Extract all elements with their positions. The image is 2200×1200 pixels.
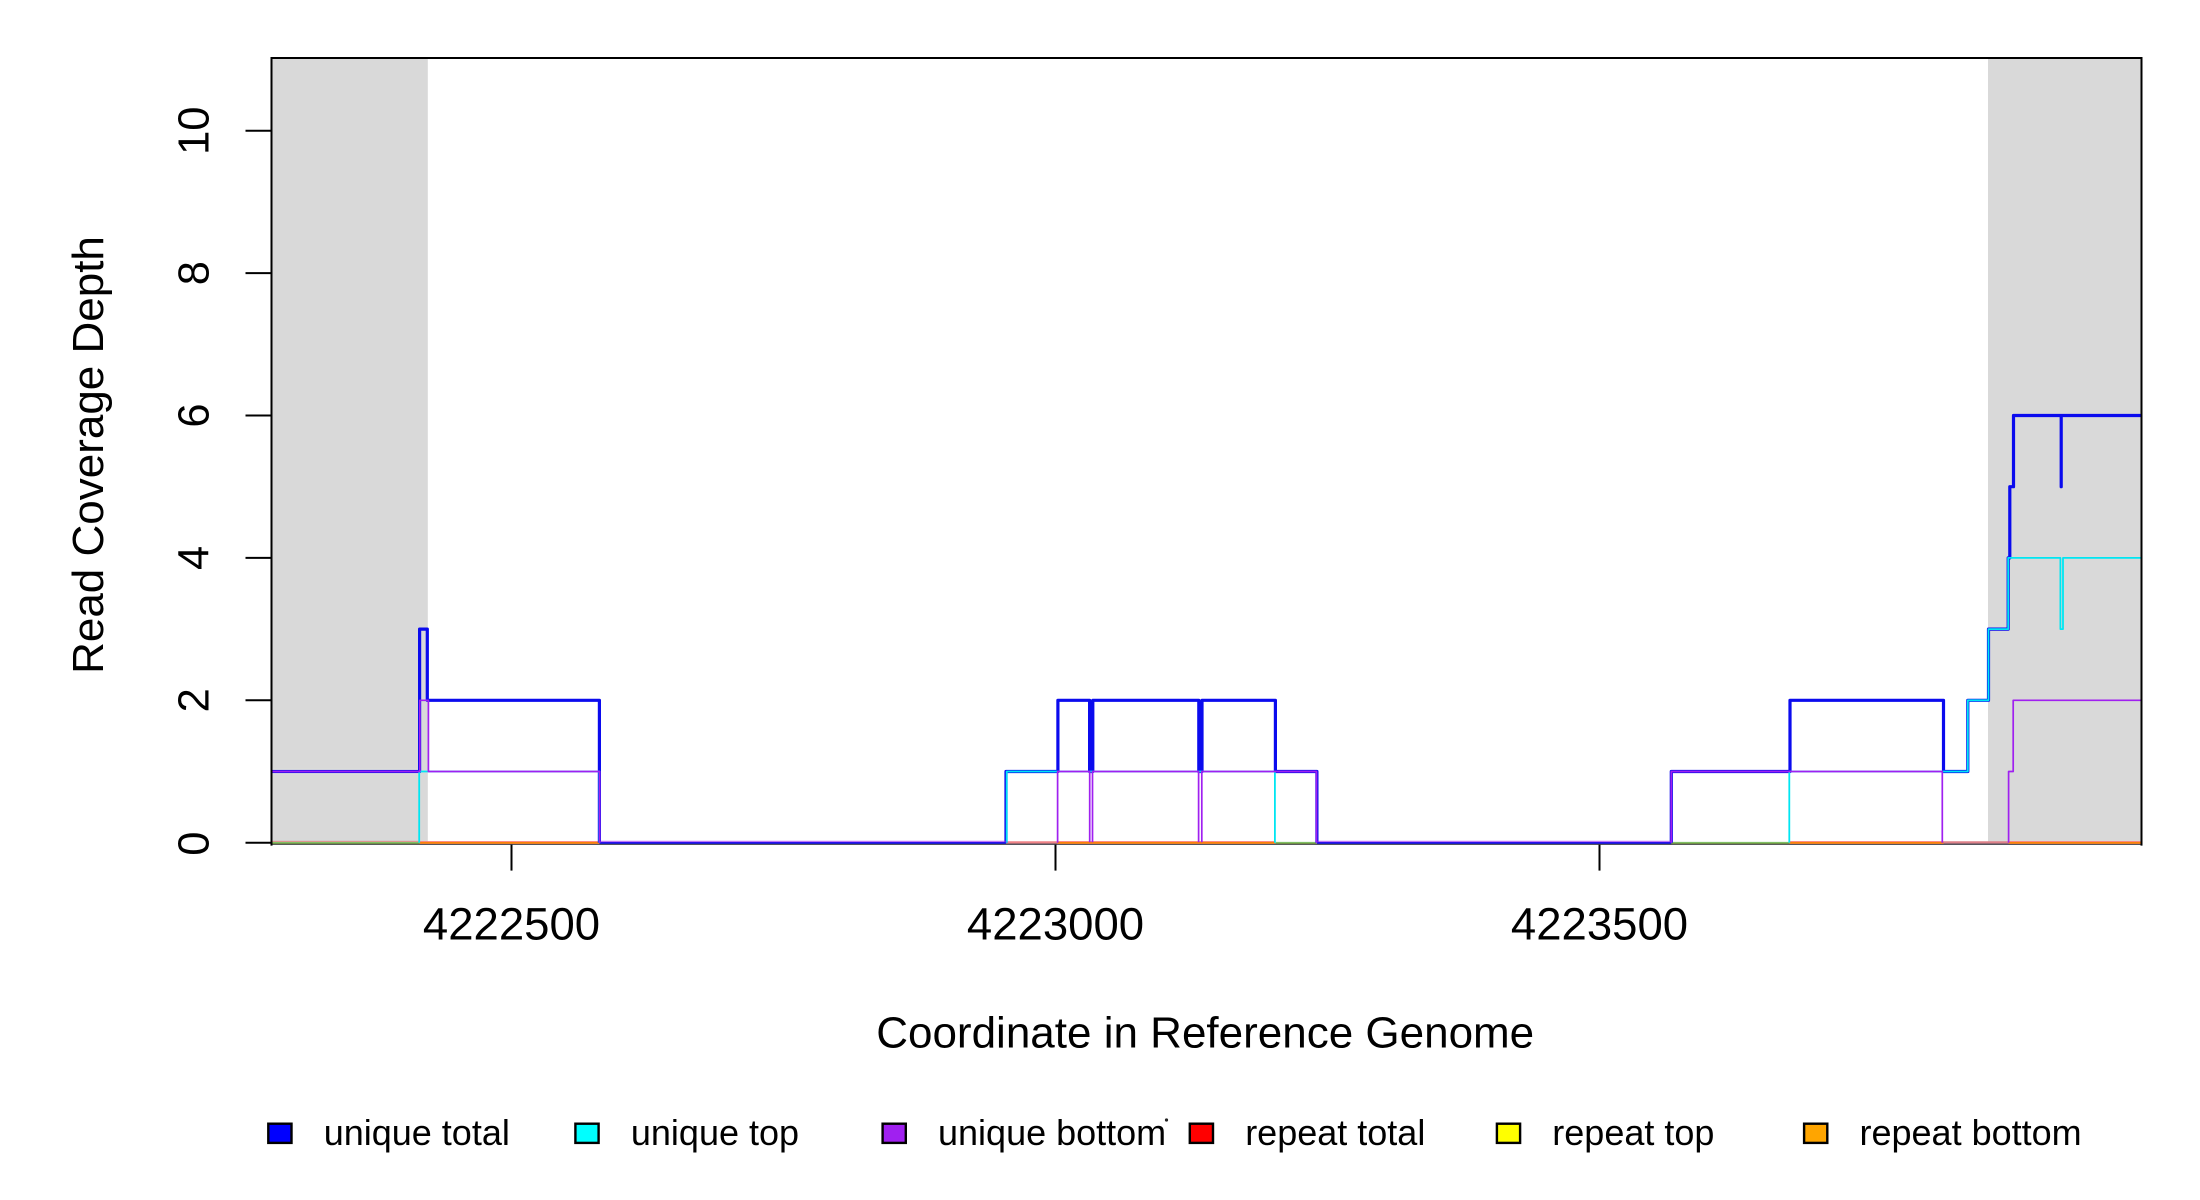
svg-text:unique top: unique top <box>631 1112 799 1153</box>
svg-text:6: 6 <box>171 403 219 427</box>
svg-text:10: 10 <box>171 107 219 155</box>
svg-text:4223000: 4223000 <box>967 899 1144 950</box>
svg-text:repeat bottom: repeat bottom <box>1860 1112 2082 1153</box>
svg-text:0: 0 <box>171 831 219 855</box>
svg-text:8: 8 <box>171 261 219 285</box>
svg-text:4222500: 4222500 <box>423 899 600 950</box>
svg-text:4223500: 4223500 <box>1511 899 1688 950</box>
svg-text:unique total: unique total <box>324 1112 510 1153</box>
svg-text:4: 4 <box>171 546 219 570</box>
svg-text:Coordinate in Reference Genome: Coordinate in Reference Genome <box>876 1009 1534 1058</box>
svg-text:2: 2 <box>171 688 219 712</box>
svg-text:repeat top: repeat top <box>1552 1112 1714 1153</box>
svg-text:unique bottom: unique bottom <box>938 1112 1166 1153</box>
svg-text:repeat total: repeat total <box>1245 1112 1425 1153</box>
svg-text:Read Coverage Depth: Read Coverage Depth <box>64 236 113 674</box>
